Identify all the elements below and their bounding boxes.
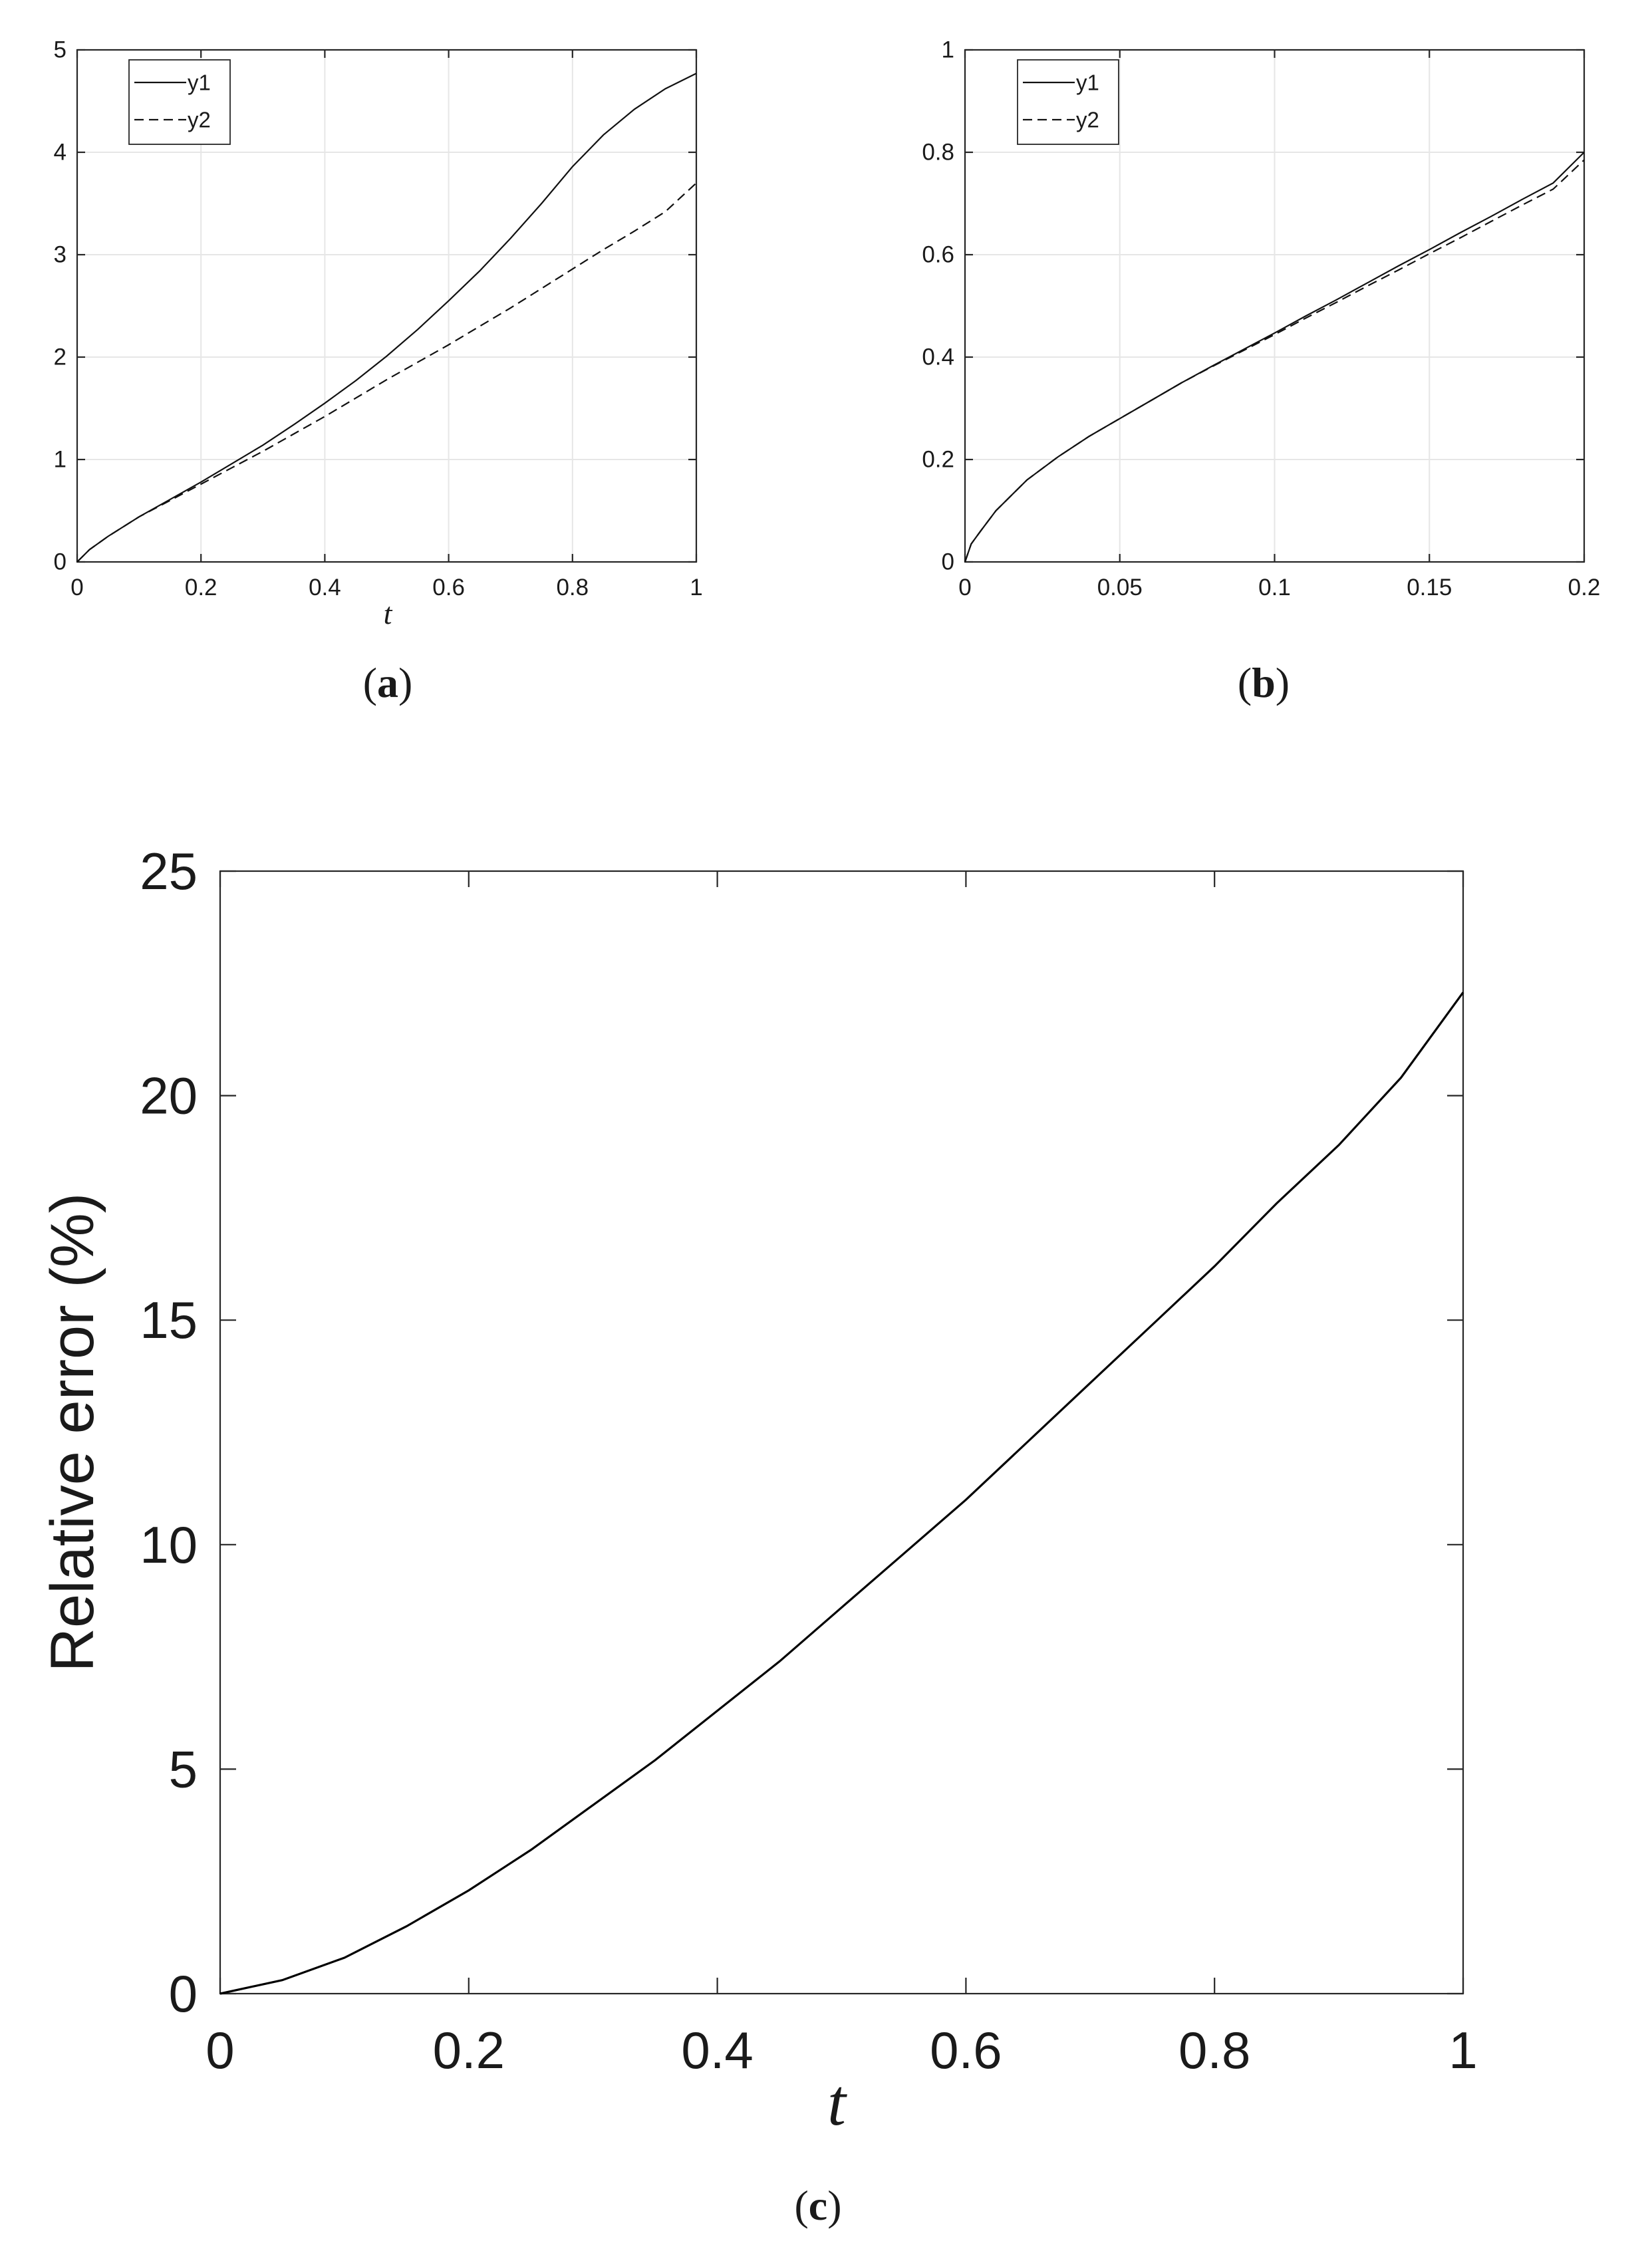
- legend-label-y1: y1: [188, 70, 211, 95]
- series-line-y2: [964, 159, 1585, 563]
- x-tick-label: 0.4: [681, 2021, 753, 2079]
- x-tick-label: 0.6: [930, 2021, 1002, 2079]
- legend-box: [1017, 59, 1119, 145]
- legend-label-y2: y2: [188, 108, 211, 132]
- legend-label-y2: y2: [1076, 108, 1099, 132]
- plot-frame: [76, 49, 698, 563]
- x-tick-label: 0.2: [185, 575, 217, 600]
- y-tick-label: 5: [54, 37, 67, 63]
- x-tick-label: 0.1: [1258, 575, 1291, 600]
- plot-frame: [219, 870, 1464, 1995]
- x-tick-label: 0.2: [433, 2021, 505, 2079]
- y-tick-label: 20: [140, 1067, 198, 1125]
- y-tick-label: 2: [54, 344, 67, 370]
- x-axis-label: t: [827, 2065, 847, 2139]
- panel-letter: c: [809, 2182, 827, 2229]
- y-tick-label: 0: [54, 549, 67, 575]
- y-tick-label: 1: [942, 37, 954, 63]
- x-tick-label: 0.8: [1178, 2021, 1250, 2079]
- x-tick-label: 0.2: [1568, 575, 1601, 600]
- y-tick-label: 25: [140, 842, 198, 900]
- panel-label: (c): [794, 2182, 841, 2229]
- y-tick-label: 0: [942, 549, 954, 575]
- x-tick-label: 0.8: [556, 575, 589, 600]
- panel-label: (b): [1238, 659, 1290, 706]
- y-tick-label: 0.6: [922, 242, 954, 268]
- x-tick-label: 0: [206, 2021, 234, 2079]
- x-tick-label: 1: [690, 575, 702, 600]
- series-line-y1: [76, 72, 697, 563]
- y-tick-label: 0.2: [922, 447, 954, 473]
- x-tick-label: 0: [958, 575, 971, 600]
- panel-letter: b: [1252, 659, 1276, 706]
- panel-label: (a): [363, 659, 413, 706]
- legend: y1 y2: [1017, 59, 1119, 145]
- legend: y1 y2: [128, 59, 231, 145]
- y-tick-label: 3: [54, 242, 67, 268]
- y-tick-label: 4: [54, 140, 67, 166]
- y-tick-label: 10: [140, 1516, 198, 1574]
- x-tick-label: 0.15: [1407, 575, 1452, 600]
- x-tick-label: 0.05: [1097, 575, 1143, 600]
- chart-panel-b: 0 0.05 0.1 0.15 0.2 0 0.2 0.4 0.6 0.8 1 y1 y2 (b): [922, 37, 1600, 707]
- y-tick-label: 0.8: [922, 140, 954, 166]
- y-tick-label: 0.4: [922, 344, 954, 370]
- legend-box: [128, 59, 231, 145]
- legend-label-y1: y1: [1076, 70, 1099, 95]
- x-tick-label: 0.6: [432, 575, 465, 600]
- chart-panel-a: 0 0.2 0.4 0.6 0.8 1 0 1 2 3 4 5 y1 y2 t (a): [54, 37, 703, 707]
- y-tick-label: 15: [140, 1291, 198, 1349]
- x-tick-label: 0: [70, 575, 83, 600]
- y-tick-label: 0: [169, 1964, 198, 2023]
- y-tick-label: 5: [169, 1740, 198, 1798]
- x-tick-label: 0.4: [309, 575, 341, 600]
- y-tick-label: 1: [54, 447, 67, 473]
- y-axis-label: Relative error (%): [39, 1193, 106, 1672]
- series-line-y2: [76, 182, 697, 563]
- x-axis-label: t: [384, 596, 393, 630]
- series-line-relative-error: [219, 991, 1464, 1995]
- panel-letter: a: [377, 659, 398, 706]
- x-tick-label: 1: [1448, 2021, 1477, 2079]
